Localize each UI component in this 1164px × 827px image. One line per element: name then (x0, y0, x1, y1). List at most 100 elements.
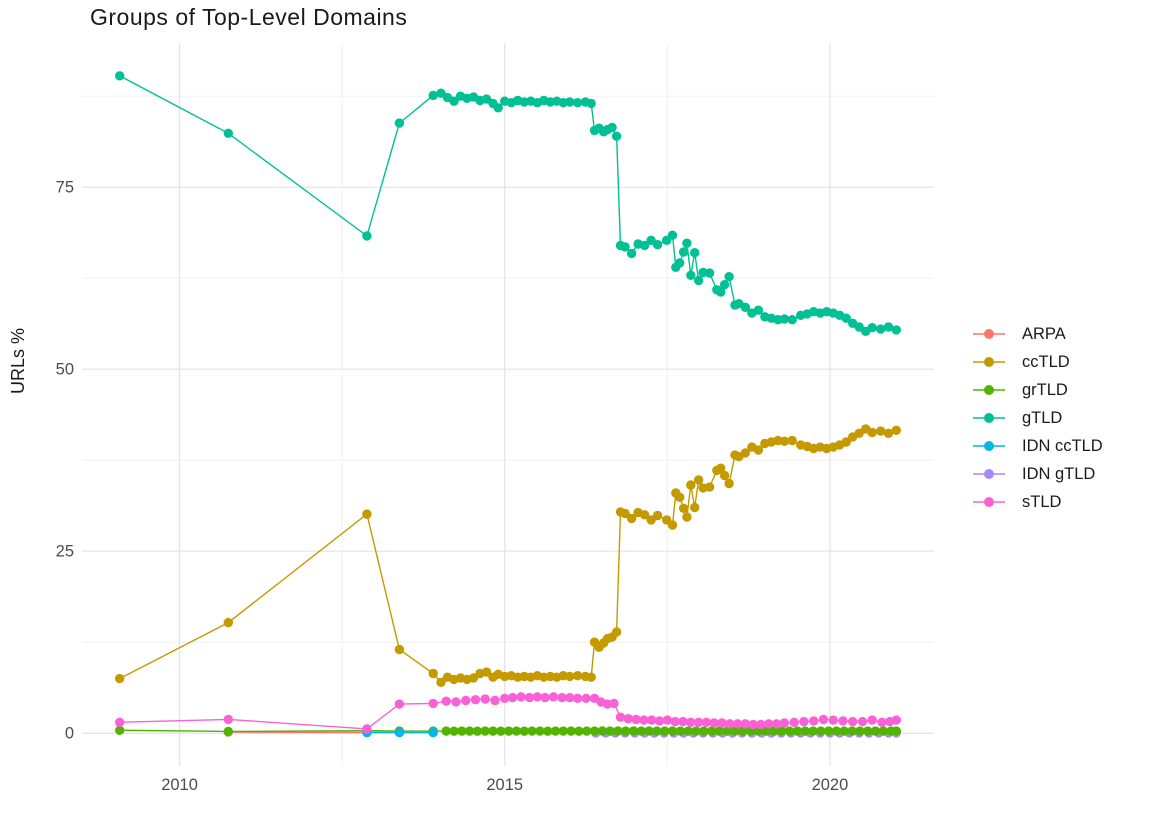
legend-item-grTLD: grTLD (972, 376, 1162, 404)
data-point (572, 98, 583, 108)
data-point (753, 305, 764, 315)
data-point (777, 726, 787, 736)
data-point (716, 287, 726, 297)
data-point (223, 128, 233, 138)
data-point (675, 492, 685, 502)
series-gTLD (115, 71, 901, 336)
data-point (847, 726, 857, 736)
data-point (682, 512, 692, 522)
data-point (535, 726, 545, 736)
data-point (605, 726, 615, 736)
data-point (115, 673, 125, 684)
legend-key-icon (973, 413, 1005, 423)
legend-key-dot (984, 497, 994, 507)
data-point (808, 726, 818, 736)
data-point (878, 726, 888, 736)
data-point (504, 726, 514, 736)
data-point (870, 726, 881, 736)
data-point (690, 248, 700, 258)
data-point (507, 692, 518, 703)
data-point (867, 323, 877, 333)
data-point (838, 716, 848, 726)
data-point (693, 275, 704, 286)
data-point (566, 726, 576, 736)
data-point (667, 726, 678, 736)
data-point (787, 315, 797, 325)
data-point (565, 671, 575, 682)
data-point (581, 693, 591, 703)
legend-item-gTLD: gTLD (972, 404, 1162, 432)
data-point (572, 671, 583, 681)
data-point (493, 103, 503, 113)
data-point (675, 726, 686, 736)
data-point (652, 510, 663, 521)
data-point (877, 717, 887, 727)
chart-title: Groups of Top-Level Domains (90, 4, 408, 30)
data-point (362, 724, 372, 734)
data-point (678, 503, 689, 513)
data-point (704, 482, 715, 492)
data-point (686, 717, 696, 727)
legend-label: gTLD (1022, 408, 1063, 427)
legend-label: ARPA (1022, 324, 1066, 343)
x-tick-label: 2015 (486, 776, 523, 794)
data-point (626, 513, 637, 524)
data-point (722, 726, 732, 736)
data-point (461, 695, 471, 706)
legend-label: ccTLD (1022, 352, 1070, 371)
data-point (589, 726, 600, 736)
data-point (611, 627, 622, 637)
data-point (876, 426, 886, 436)
data-point (652, 240, 663, 250)
data-point (647, 715, 657, 725)
legend-key-icon (973, 357, 1005, 367)
data-point (572, 693, 583, 703)
data-point (516, 692, 526, 702)
legend: ARPA ccTLD grTLD gTLD IDN ccTLD IDN gTLD sTLD (972, 320, 1162, 516)
legend-key-dot (984, 441, 994, 451)
data-point (756, 719, 766, 730)
data-point (725, 719, 735, 729)
data-point (828, 715, 838, 725)
legend-item-IDN-ccTLD: IDN ccTLD (972, 432, 1162, 460)
data-point (740, 719, 751, 729)
data-point (724, 478, 734, 489)
data-point (686, 480, 696, 490)
data-point (693, 475, 704, 485)
data-point (719, 470, 730, 481)
data-point (470, 695, 481, 705)
data-point (639, 715, 649, 725)
data-point (464, 726, 475, 736)
data-point (691, 726, 701, 736)
data-point (719, 280, 730, 290)
data-point (740, 302, 751, 312)
data-point (394, 644, 405, 655)
data-point (428, 668, 438, 679)
data-point (667, 520, 678, 530)
data-point (639, 240, 650, 251)
data-point (613, 726, 623, 736)
data-point (883, 428, 894, 438)
data-point (740, 448, 751, 458)
data-point (488, 726, 498, 736)
data-point (891, 425, 901, 435)
data-point (855, 726, 865, 736)
data-point (841, 313, 851, 323)
data-point (753, 445, 764, 455)
legend-key-icon (973, 441, 1005, 451)
data-point (620, 242, 630, 252)
data-point (714, 726, 725, 736)
legend-label: sTLD (1022, 492, 1062, 511)
data-point (660, 726, 670, 736)
data-point (609, 698, 619, 709)
legend-item-ccTLD: ccTLD (972, 348, 1162, 376)
series-sTLD (115, 692, 901, 734)
data-point (394, 727, 405, 738)
data-point (621, 726, 631, 736)
data-point (449, 726, 459, 736)
data-point (500, 693, 510, 703)
data-point (441, 726, 451, 736)
data-point (472, 726, 483, 736)
legend-item-ARPA: ARPA (972, 320, 1162, 348)
